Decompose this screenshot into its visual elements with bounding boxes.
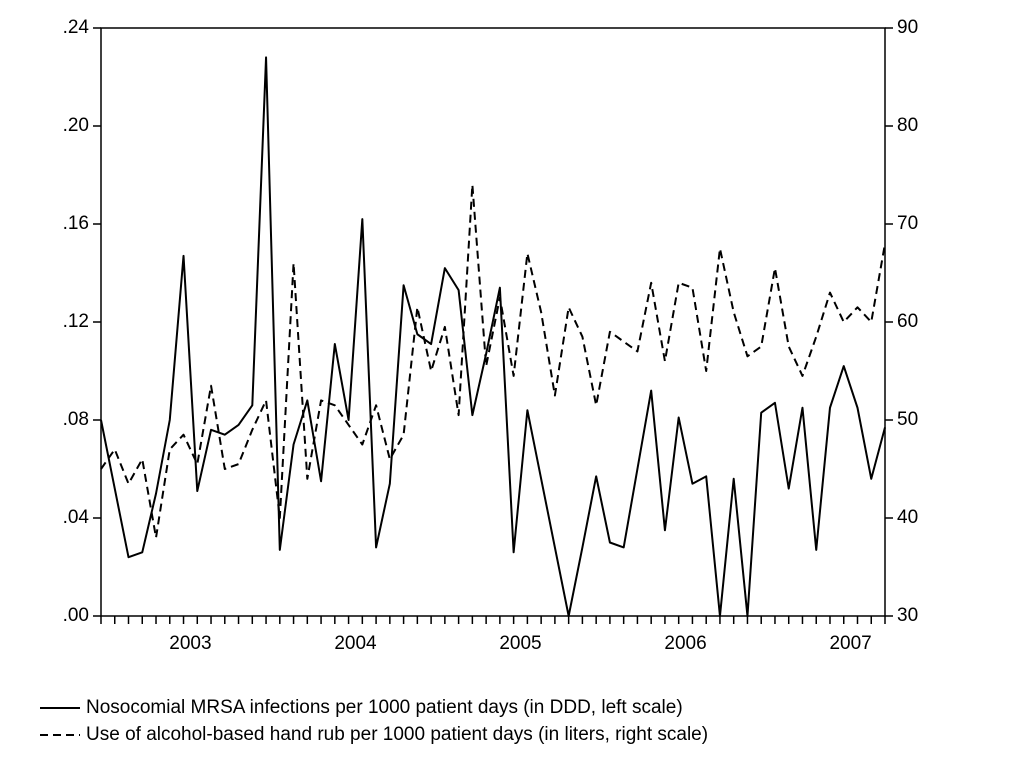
- y2-tick-label: 30: [897, 605, 918, 626]
- y2-tick-label: 40: [897, 507, 918, 528]
- series-line: [100, 56, 886, 617]
- y-tick-label: .12: [63, 311, 89, 332]
- legend-label: Use of alcohol-based hand rub per 1000 p…: [86, 724, 708, 745]
- y-tick-label: .04: [63, 507, 90, 528]
- x-tick-label: 2003: [169, 633, 211, 654]
- y-tick-label: .24: [63, 17, 90, 38]
- y2-tick-label: 80: [897, 115, 918, 136]
- legend-label: Nosocomial MRSA infections per 1000 pati…: [86, 697, 683, 718]
- y2-tick-label: 70: [897, 213, 918, 234]
- x-tick-label: 2007: [829, 633, 871, 654]
- y-tick-label: .08: [63, 409, 89, 430]
- y2-tick-label: 60: [897, 311, 918, 332]
- x-tick-label: 2005: [499, 633, 541, 654]
- x-tick-label: 2006: [664, 633, 706, 654]
- y-tick-label: .00: [63, 605, 89, 626]
- series-line: [100, 183, 886, 539]
- x-tick-label: 2004: [334, 633, 377, 654]
- y-tick-label: .20: [63, 115, 89, 136]
- y2-tick-label: 50: [897, 409, 918, 430]
- y-tick-label: .16: [63, 213, 89, 234]
- y2-tick-label: 90: [897, 17, 918, 38]
